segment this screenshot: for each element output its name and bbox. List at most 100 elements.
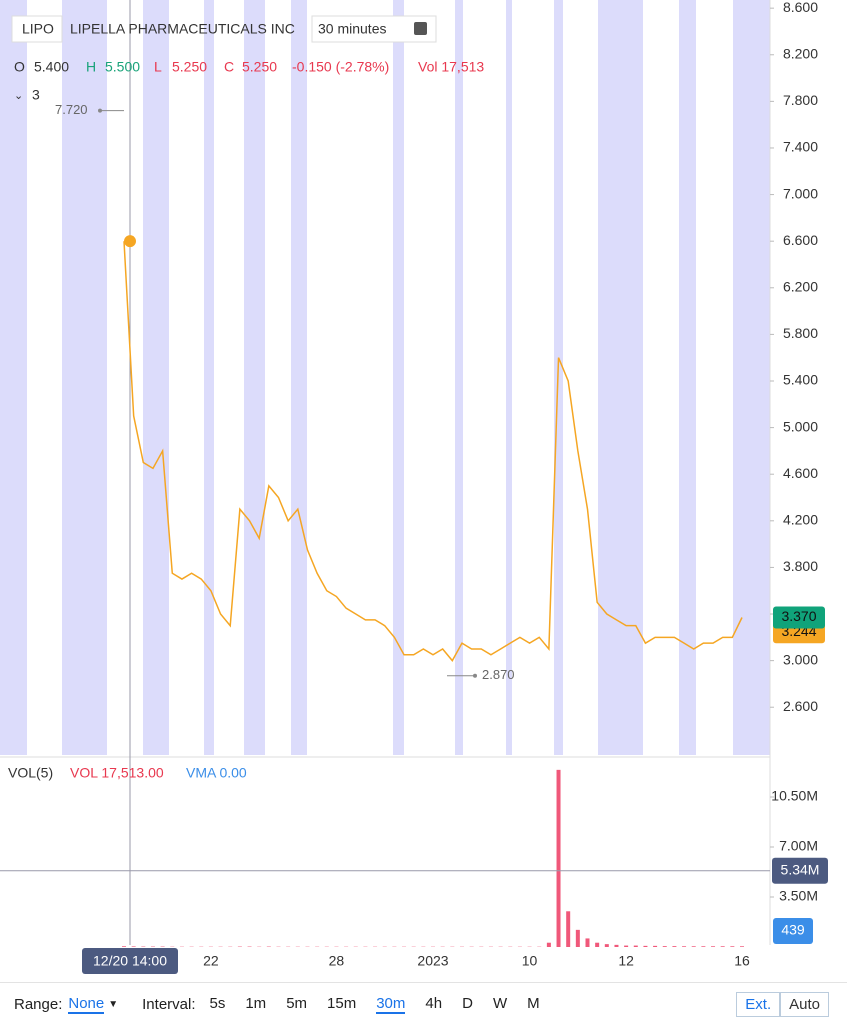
y-tick-label: 7.400 xyxy=(783,139,818,155)
volume-bar xyxy=(586,938,590,947)
volume-bar xyxy=(122,946,126,947)
session-band xyxy=(506,0,512,755)
range-label: Range: xyxy=(14,996,62,1013)
volume-bar xyxy=(614,945,618,947)
volume-bar xyxy=(624,946,628,947)
ext[interactable]: Ext. xyxy=(736,992,780,1017)
volume-bar xyxy=(653,946,657,947)
icon[interactable] xyxy=(414,22,427,35)
y-tick-label: 8.600 xyxy=(783,0,818,15)
o-label: O xyxy=(14,59,25,75)
volume-bar xyxy=(557,770,561,947)
session-band xyxy=(393,0,404,755)
y-tick-label: 8.200 xyxy=(783,45,818,61)
interval-label: Interval: xyxy=(142,996,195,1013)
chart: LIPO LIPELLA PHARMACEUTICALS INC 30 minu… xyxy=(0,0,847,982)
interval-option[interactable]: 15m xyxy=(327,995,356,1014)
price-line xyxy=(124,241,742,660)
session-band xyxy=(291,0,307,755)
toolbar: Range: None ▼ Interval: 5s 1m 5m 15m 30m 4h D W… xyxy=(0,982,847,1025)
vol: Vol 17,513 xyxy=(418,59,484,75)
y-tick-label: 7.000 xyxy=(783,185,818,201)
c: 5.250 xyxy=(242,59,277,75)
y-tick-label: 2.600 xyxy=(783,698,818,714)
crosshair-y-label: 5.34M xyxy=(781,861,820,877)
volume-bar xyxy=(701,946,705,947)
interval-option[interactable]: 1m xyxy=(245,995,266,1014)
x-tick-label: 12 xyxy=(618,953,634,969)
x-tick-label: 28 xyxy=(329,953,345,969)
o: 5.400 xyxy=(34,59,69,75)
l: 5.250 xyxy=(172,59,207,75)
badge: 439 xyxy=(781,922,805,938)
interval-option[interactable]: 5s xyxy=(210,995,226,1014)
y-tick-label: 5.000 xyxy=(783,418,818,434)
session-band xyxy=(733,0,770,755)
volume-bar xyxy=(566,911,570,947)
volume-bar xyxy=(721,946,725,947)
y-tick-label: 4.600 xyxy=(783,465,818,481)
x-tick-label: 22 xyxy=(203,953,219,969)
y-tick-label: 6.200 xyxy=(783,278,818,294)
volume-bar xyxy=(730,946,734,947)
volume-bar xyxy=(634,946,638,947)
y-tick-label: 4.200 xyxy=(783,512,818,528)
volume-bar xyxy=(595,943,599,947)
interval-option[interactable]: 30m xyxy=(376,995,405,1014)
session-band xyxy=(455,0,463,755)
h: 5.500 xyxy=(105,59,140,75)
volume-bar xyxy=(682,946,686,947)
interval-option[interactable]: 4h xyxy=(425,995,442,1014)
interval-option[interactable]: M xyxy=(527,995,540,1014)
intervals: 5s 1m 5m 15m 30m 4h D W M xyxy=(196,995,540,1014)
company: LIPELLA PHARMACEUTICALS INC xyxy=(70,21,295,37)
vol-name: VOL(5) xyxy=(8,765,53,781)
volume-bar xyxy=(711,946,715,947)
y-tick-label: 5.800 xyxy=(783,325,818,341)
crosshair-x-label: 12/20 14:00 xyxy=(93,953,167,969)
volume-bar xyxy=(643,946,647,947)
marker-dot xyxy=(124,235,136,247)
interval[interactable]: 30 minutes xyxy=(318,21,386,37)
auto[interactable]: Auto xyxy=(780,992,829,1017)
volume-bar xyxy=(576,930,580,947)
symbol: LIPO xyxy=(22,21,54,37)
interval-option[interactable]: 5m xyxy=(286,995,307,1014)
session-band xyxy=(598,0,643,755)
change: -0.150 (-2.78%) xyxy=(292,59,389,75)
x-tick-label: 16 xyxy=(734,953,750,969)
annotation-dot xyxy=(473,674,477,678)
volume-bar xyxy=(740,946,744,947)
indicator: 3 xyxy=(32,87,40,103)
volume-bar xyxy=(672,946,676,947)
annotation-dot xyxy=(98,109,102,113)
range[interactable]: None xyxy=(68,995,104,1014)
volume-bar xyxy=(132,946,136,947)
annotation-label: 2.870 xyxy=(482,667,515,682)
c-label: C xyxy=(224,59,234,75)
y-tick-label: 3.50M xyxy=(779,888,818,904)
volume-bar xyxy=(692,946,696,947)
y-tick-label: 3.000 xyxy=(783,651,818,667)
vma: VMA 0.00 xyxy=(186,765,247,781)
volume-bar xyxy=(663,946,667,947)
x-tick-label: 2023 xyxy=(417,953,448,969)
y-tick-label: 10.50M xyxy=(771,788,818,804)
h-label: H xyxy=(86,59,96,75)
y-tick-label: 5.400 xyxy=(783,372,818,388)
session-band xyxy=(204,0,214,755)
session-band xyxy=(244,0,265,755)
interval-option[interactable]: W xyxy=(493,995,507,1014)
session-band xyxy=(143,0,169,755)
caret[interactable]: ▼ xyxy=(108,999,118,1010)
interval-option[interactable]: D xyxy=(462,995,473,1014)
chevron[interactable]: ⌄ xyxy=(14,90,23,102)
y-tick-label: 6.600 xyxy=(783,232,818,248)
session-band xyxy=(0,0,27,755)
x-tick-label: 10 xyxy=(522,953,538,969)
vol-value: VOL 17,513.00 xyxy=(70,765,164,781)
y-tick-label: 7.800 xyxy=(783,92,818,108)
l-label: L xyxy=(154,59,162,75)
annotation-label: 7.720 xyxy=(55,102,88,117)
